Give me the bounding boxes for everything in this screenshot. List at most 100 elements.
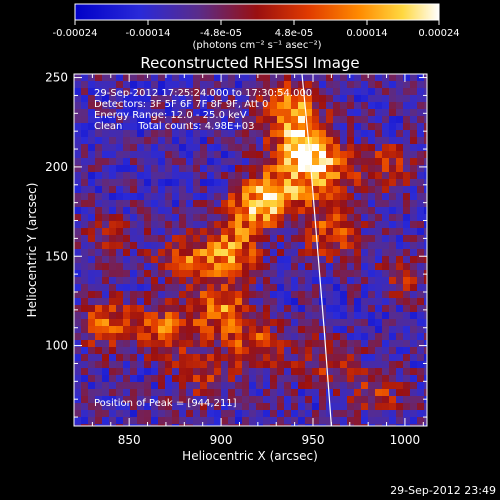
heatmap-cell — [242, 235, 249, 242]
heatmap-cell — [144, 298, 151, 305]
heatmap-cell — [382, 130, 389, 137]
heatmap-cell — [284, 263, 291, 270]
heatmap-cell — [277, 298, 284, 305]
heatmap-cell — [305, 193, 312, 200]
heatmap-cell — [116, 375, 123, 382]
heatmap-cell — [403, 242, 410, 249]
heatmap-cell — [389, 298, 396, 305]
heatmap-cell — [270, 102, 277, 109]
heatmap-cell — [270, 74, 277, 81]
heatmap-cell — [270, 389, 277, 396]
heatmap-cell — [81, 375, 88, 382]
heatmap-cell — [396, 123, 403, 130]
heatmap-cell — [137, 417, 144, 424]
heatmap-cell — [116, 186, 123, 193]
heatmap-cell — [137, 200, 144, 207]
heatmap-cell — [368, 221, 375, 228]
heatmap-cell — [102, 235, 109, 242]
heatmap-cell — [123, 158, 130, 165]
heatmap-cell — [277, 137, 284, 144]
heatmap-cell — [158, 396, 165, 403]
heatmap-cell — [284, 158, 291, 165]
heatmap-cell — [340, 74, 347, 81]
heatmap-cell — [137, 249, 144, 256]
heatmap-cell — [263, 172, 270, 179]
heatmap-cell — [361, 270, 368, 277]
heatmap-cell — [130, 179, 137, 186]
heatmap-cell — [340, 144, 347, 151]
heatmap-cell — [102, 354, 109, 361]
heatmap-cell — [256, 207, 263, 214]
heatmap-cell — [270, 375, 277, 382]
heatmap-cell — [305, 389, 312, 396]
heatmap-cell — [130, 158, 137, 165]
heatmap-cell — [214, 410, 221, 417]
heatmap-cell — [95, 158, 102, 165]
heatmap-cell — [123, 298, 130, 305]
heatmap-cell — [172, 396, 179, 403]
heatmap-cell — [333, 172, 340, 179]
heatmap-cell — [81, 291, 88, 298]
heatmap-cell — [123, 242, 130, 249]
heatmap-cell — [277, 396, 284, 403]
heatmap-cell — [242, 410, 249, 417]
heatmap-cell — [326, 137, 333, 144]
heatmap-cell — [137, 186, 144, 193]
heatmap-cell — [179, 95, 186, 102]
heatmap-cell — [74, 179, 81, 186]
heatmap-cell — [235, 410, 242, 417]
heatmap-cell — [333, 410, 340, 417]
heatmap-cell — [270, 368, 277, 375]
heatmap-cell — [235, 284, 242, 291]
heatmap-cell — [277, 172, 284, 179]
heatmap-cell — [144, 88, 151, 95]
heatmap-cell — [256, 403, 263, 410]
heatmap-cell — [326, 382, 333, 389]
heatmap-cell — [389, 81, 396, 88]
heatmap-cell — [158, 123, 165, 130]
heatmap-cell — [130, 382, 137, 389]
heatmap-cell — [74, 403, 81, 410]
heatmap-cell — [95, 319, 102, 326]
heatmap-cell — [263, 102, 270, 109]
heatmap-cell — [347, 228, 354, 235]
heatmap-cell — [81, 249, 88, 256]
heatmap-cell — [396, 81, 403, 88]
heatmap-cell — [172, 172, 179, 179]
heatmap-cell — [186, 410, 193, 417]
heatmap-cell — [193, 102, 200, 109]
heatmap-cell — [88, 249, 95, 256]
heatmap-cell — [137, 221, 144, 228]
heatmap-cell — [200, 235, 207, 242]
heatmap-cell — [144, 186, 151, 193]
heatmap-cell — [172, 74, 179, 81]
heatmap-cell — [95, 116, 102, 123]
heatmap-cell — [179, 305, 186, 312]
heatmap-cell — [116, 256, 123, 263]
heatmap-cell — [424, 109, 427, 116]
heatmap-cell — [179, 368, 186, 375]
heatmap-cell — [291, 326, 298, 333]
heatmap-cell — [200, 186, 207, 193]
heatmap-cell — [158, 165, 165, 172]
heatmap-cell — [158, 151, 165, 158]
heatmap-cell — [410, 326, 417, 333]
heatmap-cell — [284, 347, 291, 354]
heatmap-cell — [158, 403, 165, 410]
heatmap-cell — [74, 165, 81, 172]
heatmap-cell — [284, 256, 291, 263]
heatmap-cell — [228, 424, 235, 426]
heatmap-cell — [417, 298, 424, 305]
heatmap-cell — [207, 417, 214, 424]
heatmap-cell — [270, 228, 277, 235]
heatmap-cell — [277, 235, 284, 242]
heatmap-cell — [109, 340, 116, 347]
heatmap-cell — [81, 144, 88, 151]
heatmap-cell — [284, 403, 291, 410]
heatmap-cell — [144, 368, 151, 375]
heatmap-cell — [109, 256, 116, 263]
heatmap-cell — [193, 123, 200, 130]
heatmap-cell — [333, 270, 340, 277]
heatmap-cell — [193, 284, 200, 291]
heatmap-cell — [235, 123, 242, 130]
